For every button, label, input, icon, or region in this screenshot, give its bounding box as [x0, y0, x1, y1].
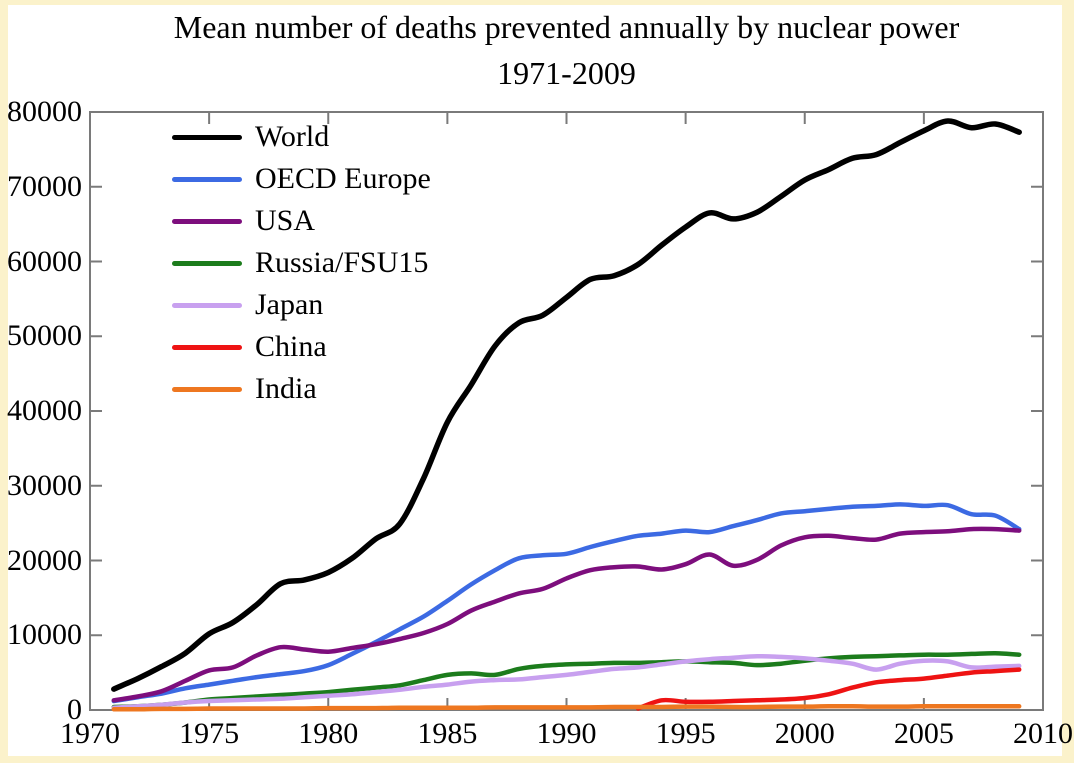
y-tick-label: 60000	[7, 244, 82, 278]
x-tick-label: 1970	[60, 717, 120, 750]
legend-swatch	[172, 218, 242, 224]
series-line-india	[111, 703, 1022, 712]
legend-item-india: India	[172, 368, 431, 410]
series-line-japan	[111, 653, 1022, 711]
x-tick-label: 2005	[893, 717, 954, 750]
series-line-world	[111, 118, 1022, 692]
legend-swatch	[172, 134, 242, 140]
series-line-russia-fsu15	[111, 650, 1022, 710]
y-tick-label: 50000	[7, 319, 82, 353]
y-tick-label: 40000	[7, 394, 82, 427]
x-tick-label: 1975	[179, 717, 240, 750]
series-line-usa	[111, 526, 1022, 703]
legend-item-russia-fsu15: Russia/FSU15	[172, 242, 431, 284]
legend-item-world: World	[172, 116, 431, 158]
legend-item-usa: USA	[172, 200, 431, 242]
x-tick-label: 2000	[774, 717, 835, 750]
y-tick-label: 20000	[7, 543, 82, 577]
y-tick-label: 0	[67, 693, 82, 726]
chart-canvas	[8, 5, 1062, 756]
legend-label: USA	[255, 204, 316, 237]
legend-label: China	[255, 330, 327, 363]
legend-swatch	[172, 386, 242, 392]
x-tick-label: 1990	[536, 717, 597, 750]
y-tick-label: 80000	[7, 95, 82, 128]
series-line-oecd-europe	[111, 502, 1022, 704]
legend-item-china: China	[172, 326, 431, 368]
series-line-china	[635, 667, 1022, 711]
x-tick-label: 2010	[1013, 717, 1073, 750]
y-tick-label: 70000	[7, 169, 82, 203]
legend-swatch	[172, 302, 242, 308]
chart-title-line2: 1971-2009	[497, 55, 636, 91]
x-tick-label: 1980	[298, 717, 359, 750]
legend: World OECD Europe USA Russia/FSU15 Japan Chin…	[172, 116, 431, 410]
legend-swatch	[172, 344, 242, 350]
y-tick-label: 30000	[7, 468, 82, 502]
legend-label: Russia/FSU15	[255, 246, 429, 279]
legend-swatch	[172, 176, 242, 182]
x-tick-label: 1995	[655, 717, 716, 750]
legend-label: Japan	[255, 288, 324, 321]
legend-label: World	[255, 120, 330, 153]
y-tick-label: 10000	[7, 618, 82, 652]
x-tick-label: 1985	[417, 717, 478, 750]
legend-label: OECD Europe	[255, 162, 431, 195]
legend-swatch	[172, 260, 242, 266]
chart-title: Mean number of deaths prevented annually…	[90, 4, 1043, 96]
chart-title-line1: Mean number of deaths prevented annually…	[173, 9, 960, 45]
legend-label: India	[255, 372, 317, 405]
legend-item-oecd-europe: OECD Europe	[172, 158, 431, 200]
legend-item-japan: Japan	[172, 284, 431, 326]
